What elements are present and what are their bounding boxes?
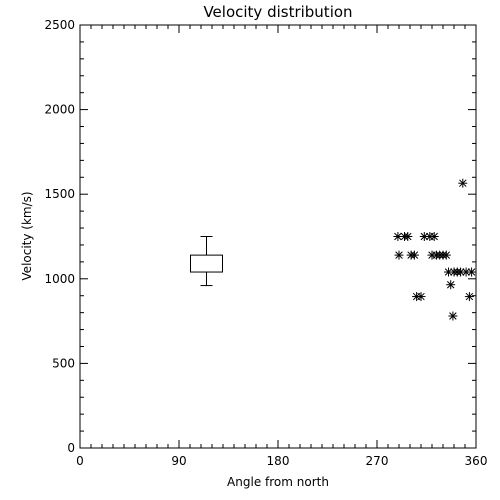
data-point-stroke xyxy=(395,251,403,259)
data-point xyxy=(441,250,451,260)
y-tick-label: 2000 xyxy=(44,103,75,117)
data-point-stroke xyxy=(462,268,470,276)
scatter-points xyxy=(393,178,477,321)
data-point-stroke xyxy=(459,179,467,187)
data-point-stroke xyxy=(442,251,451,259)
data-point xyxy=(446,280,456,290)
data-point xyxy=(467,267,477,277)
data-point xyxy=(416,292,426,302)
y-tick-label: 0 xyxy=(67,441,75,455)
y-axis-label: Velocity (km/s) xyxy=(20,191,34,280)
x-tick-label: 270 xyxy=(366,454,389,468)
data-point-stroke xyxy=(444,268,453,276)
x-tick-label: 360 xyxy=(465,454,488,468)
axis-ticks xyxy=(79,24,477,449)
data-point xyxy=(429,232,439,241)
data-point-stroke xyxy=(417,292,425,301)
data-point-stroke xyxy=(467,268,476,276)
data-point xyxy=(403,232,413,241)
x-tick-label: 0 xyxy=(76,454,84,468)
x-tick-label: 90 xyxy=(171,454,186,468)
data-point xyxy=(394,250,404,260)
plot-frame xyxy=(79,24,477,449)
data-point-stroke xyxy=(430,232,438,241)
x-tick-label: 180 xyxy=(267,454,290,468)
box-plot xyxy=(190,236,223,287)
data-point xyxy=(458,178,468,188)
data-point-stroke xyxy=(465,292,474,301)
y-tick-label: 2500 xyxy=(44,18,75,32)
y-tick-label: 1000 xyxy=(44,272,75,286)
chart-title: Velocity distribution xyxy=(203,3,352,21)
data-point xyxy=(448,311,458,321)
y-tick-label: 1500 xyxy=(44,187,75,201)
data-point-stroke xyxy=(394,232,402,241)
data-point-stroke xyxy=(449,312,457,320)
box-iqr xyxy=(190,254,223,273)
y-tick-label: 500 xyxy=(52,356,75,370)
axis-tick-labels: 0 90 180 270 360 0 500 1000 1500 2000 2500 xyxy=(44,18,487,468)
data-point xyxy=(409,250,419,260)
data-point-stroke xyxy=(410,251,419,259)
data-point-stroke xyxy=(404,232,412,241)
data-point xyxy=(464,292,474,302)
x-axis-label: Angle from north xyxy=(227,475,329,489)
data-point-stroke xyxy=(420,232,429,241)
data-point-stroke xyxy=(446,280,455,289)
data-point-stroke xyxy=(456,268,465,276)
